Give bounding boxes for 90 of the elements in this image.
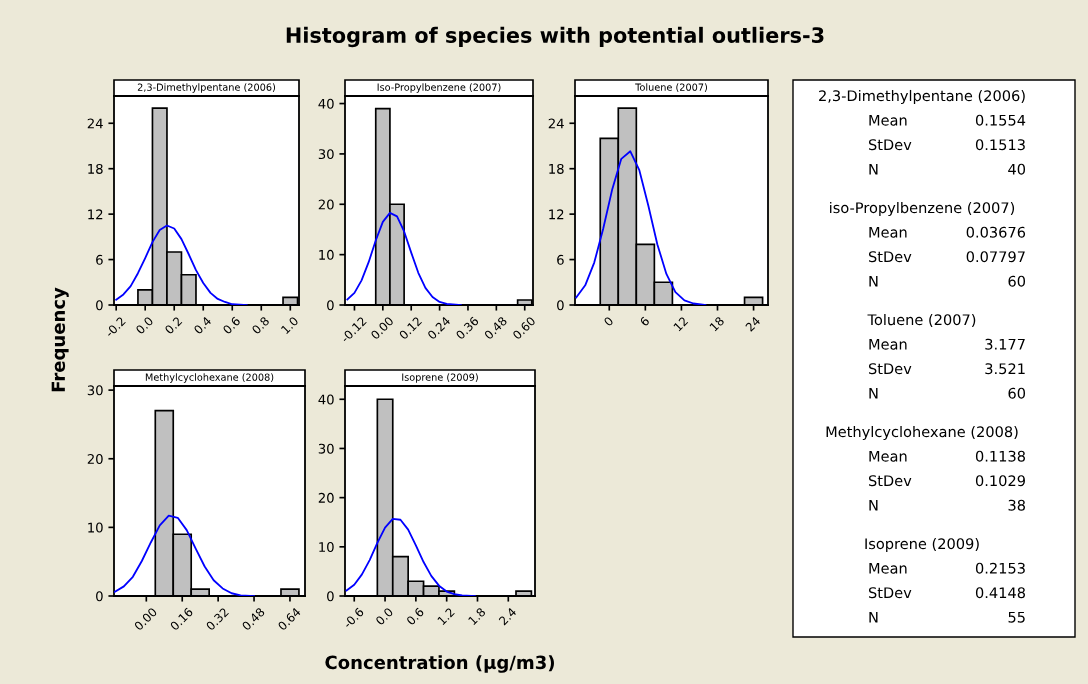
y-tick-label: 30 (318, 443, 334, 454)
x-tick-label: 0.6 (222, 316, 241, 335)
text: Mean (869, 226, 907, 238)
line-series (115, 224, 248, 305)
text: 38 (1008, 499, 1025, 511)
text: 2,3-Dimethylpentane (2006) (819, 89, 1025, 105)
y-tick-label: 12 (88, 209, 103, 220)
y-tick-label: 20 (87, 453, 103, 464)
text: 0.07797 (966, 251, 1025, 263)
chart-subtitle: Isoprene (2009) (402, 373, 478, 383)
text: StDev (868, 587, 912, 599)
x-tick-label: 0.2 (164, 316, 183, 335)
text: StDev (868, 139, 912, 151)
text: 3.177 (985, 338, 1025, 350)
x-tick-label: 1.0 (280, 316, 299, 335)
text: StDev (868, 251, 912, 263)
y-tick-label: 0 (96, 591, 103, 602)
y-tick-label: 0 (327, 591, 334, 602)
y-tick-label: 24 (548, 118, 564, 129)
text: 0.1029 (975, 475, 1025, 487)
text: 0.2153 (975, 562, 1025, 574)
line-series (345, 517, 476, 596)
x-tick-label: -0.6 (342, 607, 365, 629)
chart-subtitle: Methylcyclohexane (2008) (145, 373, 274, 383)
y-tick-label: 20 (318, 492, 334, 503)
text: N (869, 387, 878, 399)
text: StDev (868, 363, 912, 375)
text: iso-Propylbenzene (2007) (830, 201, 1015, 217)
x-tick-label: 12 (673, 316, 689, 332)
text: Histogram of species with potential outliers-3 (286, 26, 824, 48)
x-tick-label: 0.6 (405, 607, 425, 626)
y-tick-label: 6 (557, 254, 564, 265)
text: 60 (1008, 387, 1026, 399)
text: 40 (1008, 163, 1026, 175)
x-tick-label: 18 (709, 316, 725, 332)
x-tick-label: 0.8 (251, 316, 270, 335)
line-series (575, 150, 707, 305)
text: 0.03676 (966, 226, 1026, 238)
x-tick-label: 0.0 (135, 316, 154, 335)
y-tick-label: 40 (318, 98, 334, 109)
text: Mean (869, 450, 907, 462)
text: N (869, 275, 878, 287)
y-tick-label: 0 (96, 300, 103, 311)
text: N (869, 611, 878, 623)
x-tick-label: 1.2 (437, 607, 455, 626)
text: 0.4148 (975, 587, 1025, 599)
y-tick-label: 10 (319, 249, 334, 260)
text: 60 (1008, 275, 1026, 287)
y-tick-label: 30 (87, 385, 103, 396)
y-tick-label: 40 (318, 394, 334, 405)
y-tick-label: 18 (549, 163, 564, 174)
chart-subtitle: 2,3-Dimethylpentane (2006) (137, 83, 276, 93)
y-tick-label: 0 (327, 300, 334, 311)
text: 55 (1008, 611, 1025, 623)
x-tick-label: -0.2 (104, 316, 126, 338)
text: 0.1138 (975, 450, 1025, 462)
text: Mean (869, 338, 907, 350)
text: StDev (868, 475, 912, 487)
y-tick-label: 24 (87, 118, 103, 129)
text: 0.1554 (975, 114, 1026, 126)
y-tick-label: 12 (549, 209, 564, 220)
text: Mean (869, 114, 907, 126)
x-tick-label: 2.4 (498, 607, 517, 626)
line-series (346, 211, 462, 305)
x-tick-label: 0.0 (375, 607, 394, 626)
text: N (869, 499, 878, 511)
x-axis-title: Concentration (µg/m3) (325, 655, 554, 673)
text: N (869, 163, 878, 175)
line-series (114, 514, 255, 596)
text: Mean (869, 562, 907, 574)
y-tick-label: 18 (88, 163, 103, 174)
text: 0.1513 (975, 139, 1025, 151)
y-tick-label: 30 (318, 149, 334, 160)
text: Methylcyclohexane (2008) (826, 425, 1018, 441)
x-tick-label: 1.8 (467, 607, 486, 626)
x-tick-label: 24 (744, 316, 761, 332)
x-tick-label: 0.4 (193, 316, 212, 335)
text: 3.521 (985, 363, 1025, 375)
chart-subtitle: Toluene (2007) (635, 83, 707, 92)
text: Isoprene (2009) (865, 537, 979, 553)
y-axis-title: Frequency (51, 287, 69, 392)
y-tick-label: 6 (96, 254, 103, 265)
y-tick-label: 0 (557, 300, 564, 311)
chart-subtitle: Iso-Propylbenzene (2007) (377, 83, 501, 93)
y-tick-label: 10 (88, 522, 103, 533)
x-tick-label: 6 (639, 316, 650, 327)
text: Toluene (2007) (867, 313, 976, 327)
y-tick-label: 10 (319, 542, 334, 553)
x-tick-label: 0 (603, 316, 614, 327)
y-tick-label: 20 (318, 199, 334, 210)
